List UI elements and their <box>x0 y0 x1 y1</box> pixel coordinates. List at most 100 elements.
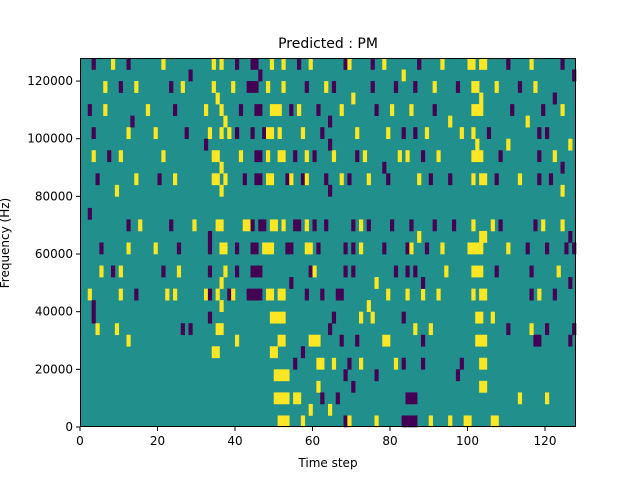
heatmap-cell <box>316 104 321 116</box>
heatmap-cell <box>479 150 484 163</box>
heatmap-cell <box>227 288 232 301</box>
heatmap-cell <box>331 357 337 370</box>
heatmap-cell <box>273 392 278 405</box>
heatmap-cell <box>479 334 484 347</box>
heatmap-cell <box>568 138 573 151</box>
heatmap-cell <box>219 300 224 312</box>
heatmap-cell <box>359 242 364 255</box>
heatmap-cell <box>405 265 410 278</box>
heatmap-cell <box>281 415 286 428</box>
heatmap-cell <box>328 138 333 151</box>
heatmap-cell <box>413 127 418 140</box>
heatmap-cell <box>180 323 185 336</box>
y-tick-label: 20000 <box>35 362 73 376</box>
heatmap-cell <box>560 161 565 174</box>
heatmap-cell <box>207 230 213 243</box>
heatmap-cell <box>471 173 476 186</box>
heatmap-cell <box>390 219 395 232</box>
heatmap-cell <box>339 104 344 116</box>
heatmap-cell <box>258 265 263 278</box>
heatmap-cell <box>312 265 317 278</box>
y-axis-ticks: 0 20000 40000 60000 80000 100000 120000 <box>27 74 80 434</box>
heatmap-cell <box>235 334 240 347</box>
heatmap-cell <box>297 219 302 232</box>
heatmap-cell <box>157 173 162 186</box>
heatmap-cell <box>281 392 286 405</box>
heatmap-cell <box>173 104 178 116</box>
heatmap-cell <box>417 58 422 70</box>
heatmap-cell <box>471 104 476 116</box>
heatmap-cell <box>393 81 399 93</box>
heatmap-cell <box>204 288 209 301</box>
x-tick-label: 20 <box>150 434 165 448</box>
x-axis-ticks: 0 20 40 60 80 100 120 <box>76 427 556 448</box>
heatmap-cell <box>471 127 476 140</box>
heatmap-cell <box>351 380 356 393</box>
y-tick-label: 100000 <box>27 132 73 146</box>
heatmap-cell <box>258 288 263 301</box>
heatmap-cell <box>277 311 282 324</box>
heatmap-cell <box>413 392 418 405</box>
heatmap-cell <box>475 334 480 347</box>
heatmap-cell <box>308 265 313 278</box>
heatmap-cell <box>266 81 271 93</box>
heatmap-cell <box>277 369 282 382</box>
heatmap-cell <box>262 242 267 255</box>
heatmap-cell <box>529 265 534 278</box>
heatmap-cell <box>490 415 495 428</box>
heatmap-cell <box>537 173 542 186</box>
heatmap-cell <box>207 242 213 255</box>
heatmap-cell <box>207 127 213 140</box>
heatmap-cell <box>207 288 213 301</box>
heatmap-cell <box>490 219 495 232</box>
heatmap-cell <box>397 150 402 163</box>
heatmap-cell <box>219 104 224 116</box>
heatmap-cell <box>269 346 275 359</box>
heatmap-cell <box>250 58 255 70</box>
heatmap-cell <box>153 242 158 255</box>
heatmap-cell <box>246 219 251 232</box>
heatmap-cell <box>215 150 220 163</box>
heatmap-cell <box>215 92 220 105</box>
heatmap-cell <box>386 173 391 186</box>
heatmap-cell <box>572 323 577 336</box>
heatmap-cell <box>467 242 472 255</box>
heatmap-cell <box>533 81 538 93</box>
heatmap-cell <box>242 219 247 232</box>
heatmap-cell <box>246 81 251 93</box>
heatmap-cell <box>126 127 131 140</box>
heatmap-cell <box>235 265 240 278</box>
heatmap-cell <box>250 81 255 93</box>
heatmap-cell <box>455 81 461 93</box>
heatmap-cell <box>304 242 309 255</box>
heatmap-cell <box>409 104 414 116</box>
heatmap-cell <box>401 311 406 324</box>
heatmap-cell <box>386 288 391 301</box>
heatmap-cell <box>479 380 484 393</box>
heatmap-cell <box>235 58 240 70</box>
heatmap-cell <box>250 127 255 140</box>
heatmap-cell <box>424 242 430 255</box>
heatmap-cell <box>87 207 92 220</box>
chart-title: Predicted : PM <box>278 36 378 52</box>
heatmap-cell <box>188 69 193 82</box>
heatmap-cell <box>347 357 352 370</box>
heatmap-cell <box>223 265 228 278</box>
heatmap-cell <box>529 288 534 301</box>
heatmap-cell <box>343 415 348 428</box>
heatmap-cell <box>471 81 476 93</box>
heatmap-cell <box>475 242 480 255</box>
heatmap-cell <box>289 242 294 255</box>
y-tick-label: 60000 <box>35 247 73 261</box>
heatmap-cell <box>223 115 228 128</box>
heatmap-cell <box>537 127 542 140</box>
heatmap-cell <box>428 173 433 186</box>
heatmap-cell <box>498 219 503 232</box>
heatmap-cell <box>293 150 298 163</box>
heatmap-cell <box>312 219 317 232</box>
heatmap-cell <box>417 173 422 186</box>
heatmap-cell <box>335 392 340 405</box>
heatmap-cell <box>126 242 131 255</box>
heatmap-cell <box>254 173 259 186</box>
heatmap-cell <box>103 81 108 93</box>
